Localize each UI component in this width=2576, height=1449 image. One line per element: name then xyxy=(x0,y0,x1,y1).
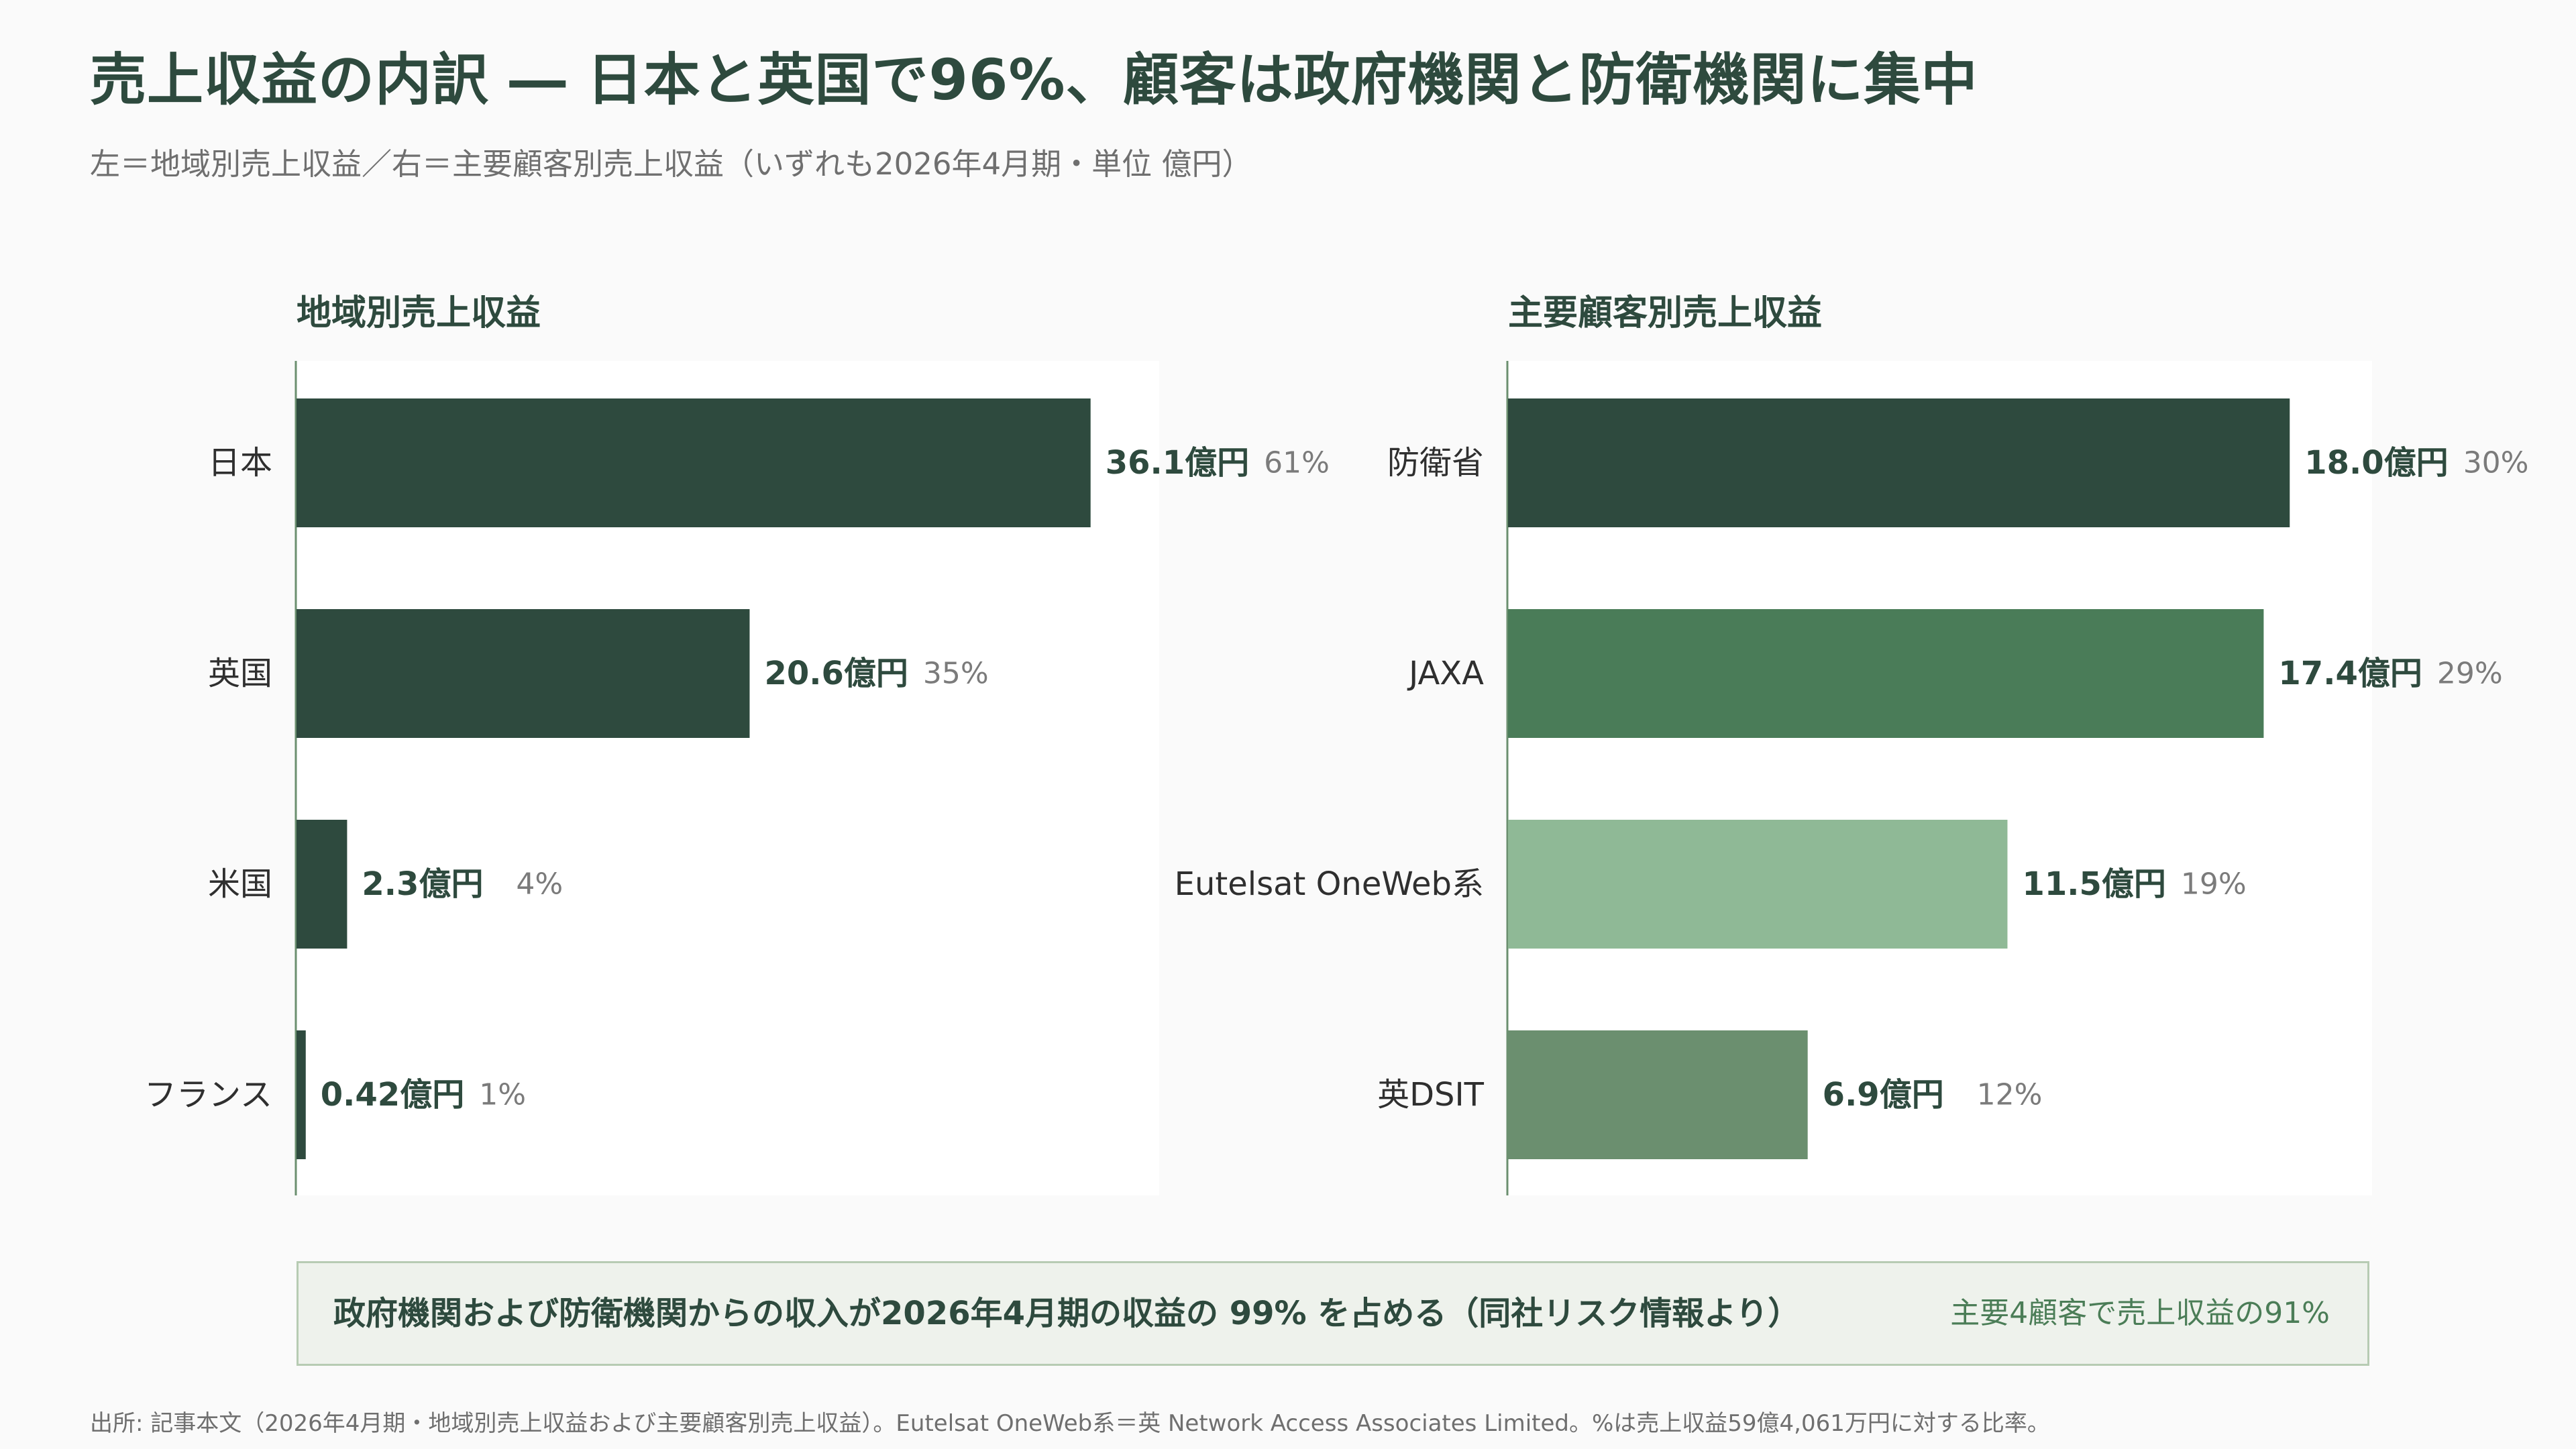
bar xyxy=(1508,1030,1808,1159)
source-note: 出所: 記事本文（2026年4月期・地域別売上収益および主要顧客別売上収益）。E… xyxy=(90,1410,2050,1437)
percent-label: 4% xyxy=(516,867,563,902)
category-label: 英DSIT xyxy=(1377,1076,1485,1114)
value-label: 0.42億円 xyxy=(321,1076,464,1114)
value-label: 2.3億円 xyxy=(362,865,483,903)
percent-label: 12% xyxy=(1977,1078,2043,1112)
region-revenue-chart: 日本 36.1億円 61% 英国 20.6億円 35% 米国 2.3億円 4% フランス 0.42億… xyxy=(144,361,1330,1195)
page-subtitle: 左＝地域別売上収益／右＝主要顧客別売上収益（いずれも2026年4月期・単位 億円… xyxy=(90,146,1252,182)
page-title: 売上収益の内訳 ― 日本と英国で96%、顧客は政府機関と防衛機関に集中 xyxy=(90,47,1978,113)
category-label: JAXA xyxy=(1407,655,1484,692)
callout-side-text: 主要4顧客で売上収益の91% xyxy=(1950,1296,2330,1330)
bar xyxy=(297,609,750,738)
value-label: 20.6億円 xyxy=(764,655,908,692)
value-label: 17.4億円 xyxy=(2278,655,2422,692)
customer-revenue-chart: 防衛省 18.0億円 30% JAXA 17.4億円 29% Eutelsat OneWeb… xyxy=(1175,361,2528,1195)
category-label: 英国 xyxy=(208,655,272,692)
bar xyxy=(297,1030,306,1159)
percent-label: 19% xyxy=(2181,867,2247,902)
bar xyxy=(297,398,1091,527)
left-chart-panel: 日本 36.1億円 61% 英国 20.6億円 35% 米国 2.3億円 4% フランス 0.42億… xyxy=(144,361,1330,1195)
value-label: 18.0億円 xyxy=(2304,444,2448,482)
category-label: フランス xyxy=(144,1076,272,1114)
category-label: Eutelsat OneWeb系 xyxy=(1175,865,1484,903)
percent-label: 1% xyxy=(479,1078,526,1112)
bar xyxy=(1508,820,2008,949)
value-label: 6.9億円 xyxy=(1823,1076,1944,1114)
callout-main-text: 政府機関および防衛機関からの収入が2026年4月期の収益の 99% を占める（同… xyxy=(333,1295,1801,1332)
percent-label: 61% xyxy=(1264,446,1330,480)
percent-label: 35% xyxy=(923,657,989,691)
bar xyxy=(1508,398,2290,527)
right-chart-title: 主要顧客別売上収益 xyxy=(1508,293,1823,333)
right-chart-panel: 防衛省 18.0億円 30% JAXA 17.4億円 29% Eutelsat OneWeb… xyxy=(1175,361,2528,1195)
value-label: 36.1億円 xyxy=(1106,444,1249,482)
bar xyxy=(1508,609,2264,738)
category-label: 日本 xyxy=(208,444,272,482)
value-label: 11.5億円 xyxy=(2022,865,2165,903)
summary-callout: 政府機関および防衛機関からの収入が2026年4月期の収益の 99% を占める（同… xyxy=(297,1261,2369,1366)
percent-label: 30% xyxy=(2463,446,2529,480)
category-label: 防衛省 xyxy=(1387,444,1484,482)
left-chart-title: 地域別売上収益 xyxy=(297,293,541,333)
percent-label: 29% xyxy=(2437,657,2503,691)
bar xyxy=(297,820,347,949)
category-label: 米国 xyxy=(208,865,272,903)
